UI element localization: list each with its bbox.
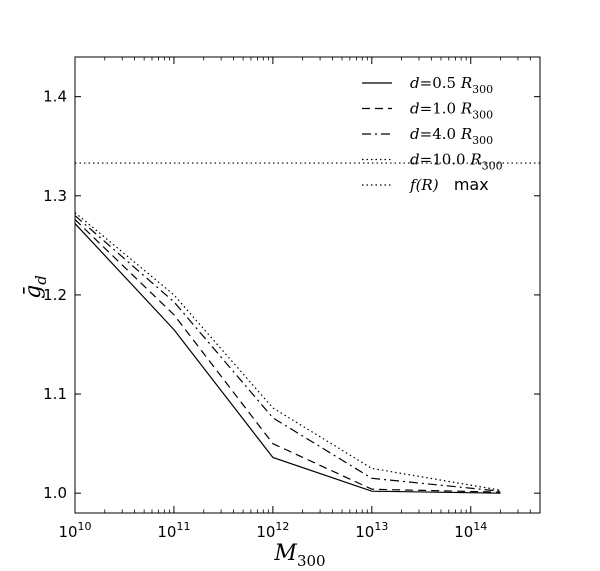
series-line-2 — [74, 215, 501, 492]
series-line-1 — [74, 219, 501, 493]
y-axis-title: ḡd — [21, 275, 50, 299]
axis-ticks: 1.0 1.1 1.2 1.3 1.4 1010 1011 1012 1013 1014 — [43, 57, 541, 541]
y-tick-label: 1.3 — [43, 187, 67, 205]
legend: d=0.5 R300 d=1.0 R300 d=4.0 R300 d=10.0 R30… — [362, 74, 503, 194]
legend-label-1: d=1.0 R300 — [410, 100, 493, 122]
y-tick-label: 1.4 — [43, 88, 67, 106]
legend-label-0: d=0.5 R300 — [410, 74, 493, 96]
legend-label-4: f(R) max — [409, 175, 489, 194]
x-tick-label: 1012 — [256, 520, 289, 541]
x-tick-label: 1011 — [157, 520, 190, 541]
series-line-3 — [74, 212, 501, 491]
x-axis-title: M300 — [273, 541, 325, 570]
x-tick-label: 1010 — [58, 520, 91, 541]
x-tick-label: 1014 — [454, 520, 487, 541]
plot-lines — [74, 162, 540, 494]
y-tick-label: 1.2 — [43, 286, 67, 304]
y-tick-label: 1.0 — [43, 484, 67, 502]
series-line-0 — [74, 223, 501, 494]
legend-label-2: d=4.0 R300 — [410, 125, 493, 147]
x-tick-label: 1013 — [355, 520, 388, 541]
legend-label-3: d=10.0 R300 — [410, 151, 503, 173]
plot-frame — [74, 56, 541, 514]
y-tick-label: 1.1 — [43, 385, 67, 403]
